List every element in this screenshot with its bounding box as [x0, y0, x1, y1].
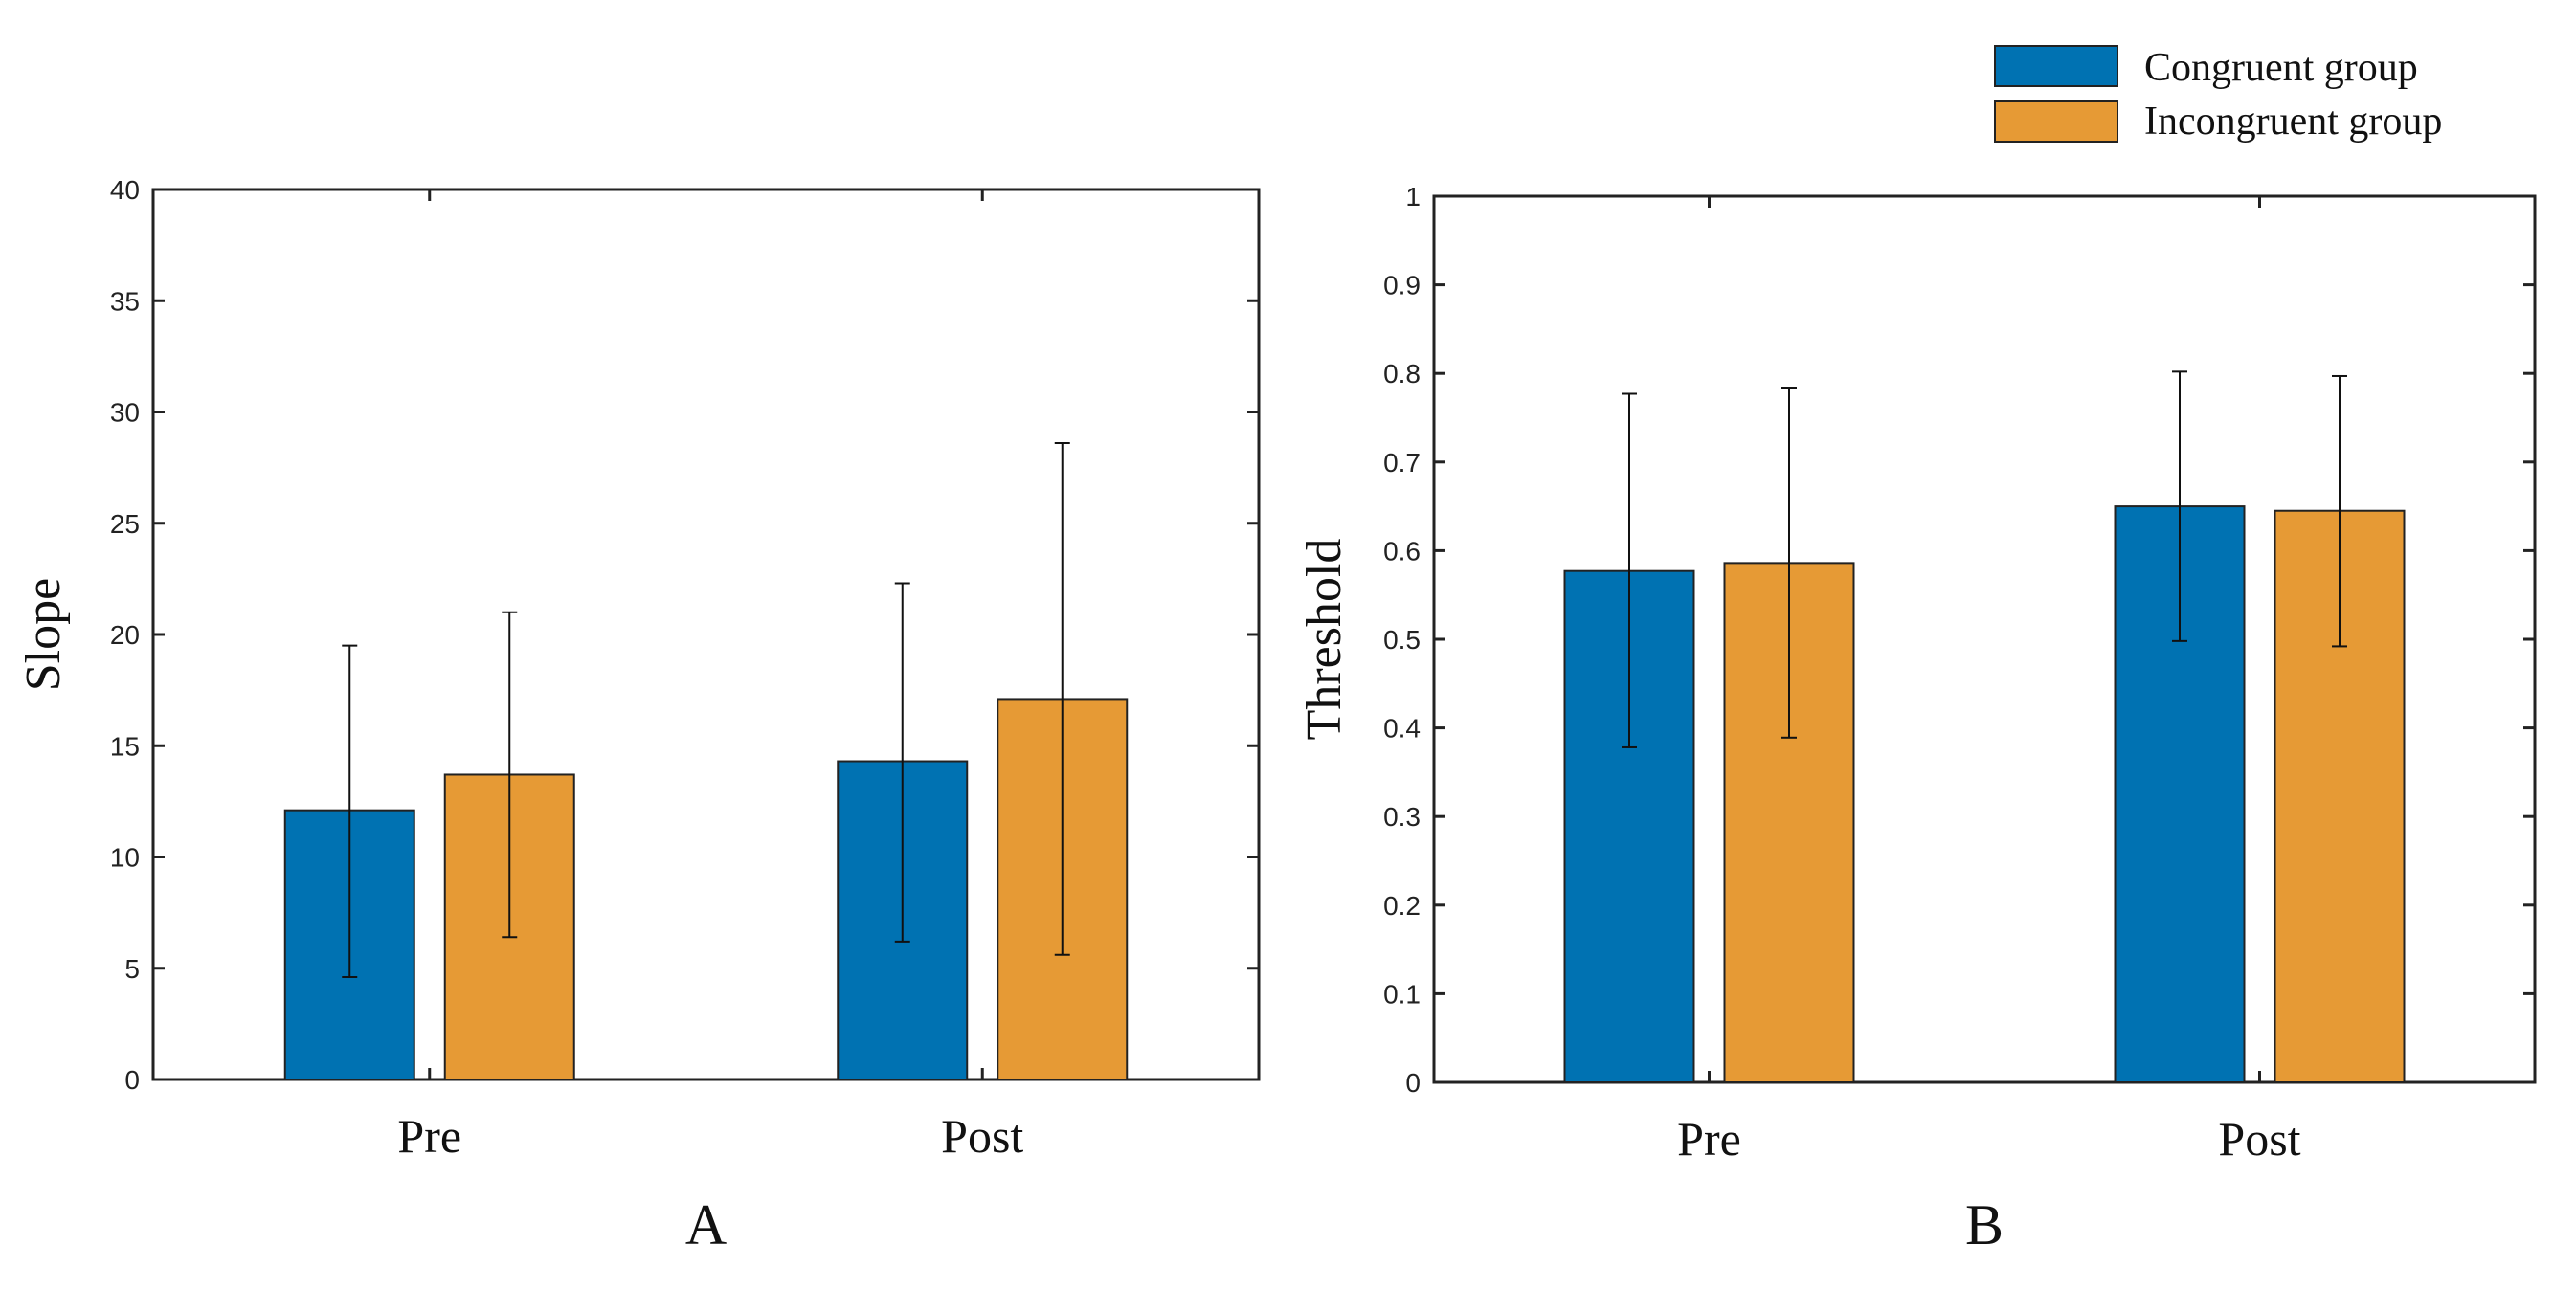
legend-swatch-congruent [1994, 45, 2118, 87]
legend-swatch-incongruent [1994, 100, 2118, 143]
panel-label: B [1965, 1193, 2004, 1257]
y-tick-label: 0.2 [1383, 891, 1421, 921]
y-tick-label: 15 [110, 731, 140, 761]
y-tick-label: 10 [110, 843, 140, 873]
y-tick-label: 0.4 [1383, 714, 1421, 744]
legend-label-congruent: Congruent group [2144, 46, 2418, 90]
legend-label-incongruent: Incongruent group [2144, 100, 2442, 144]
x-category-label: Pre [1677, 1112, 1741, 1166]
panel-b: 0 0.1 0.2 0.3 0.4 0.5 0.6 0.7 0.8 0.9 1 Pre Post Thre… [1297, 182, 2537, 1257]
legend: Congruent group Incongruent group [1994, 45, 2442, 144]
y-tick-label: 35 [110, 286, 140, 316]
y-tick-label: 20 [110, 620, 140, 650]
y-tick-label: 0.7 [1383, 448, 1421, 478]
y-tick-label: 0.6 [1383, 536, 1421, 566]
y-tick-label: 0 [1405, 1068, 1421, 1098]
x-category-label: Post [941, 1109, 1023, 1163]
y-tick-label: 5 [124, 954, 140, 984]
x-category-label: Pre [397, 1109, 461, 1163]
y-tick-label: 0.9 [1383, 271, 1421, 300]
x-category-label: Post [2218, 1112, 2300, 1166]
y-axis-title: Threshold [1297, 539, 1352, 741]
y-tick-label: 25 [110, 509, 140, 539]
y-tick-label: 30 [110, 398, 140, 428]
y-tick-label: 0.1 [1383, 979, 1421, 1009]
y-tick-label: 1 [1405, 182, 1421, 211]
panel-label: A [685, 1193, 727, 1257]
y-tick-label: 0.3 [1383, 802, 1421, 832]
y-tick-label: 40 [110, 175, 140, 205]
panel-a: 0 5 10 15 20 25 30 35 40 Pre Post Slope A [16, 175, 1261, 1257]
y-tick-label: 0.8 [1383, 359, 1421, 389]
y-axis-title: Slope [16, 578, 71, 691]
y-tick-label: 0 [124, 1065, 140, 1095]
y-tick-label: 0.5 [1383, 625, 1421, 655]
